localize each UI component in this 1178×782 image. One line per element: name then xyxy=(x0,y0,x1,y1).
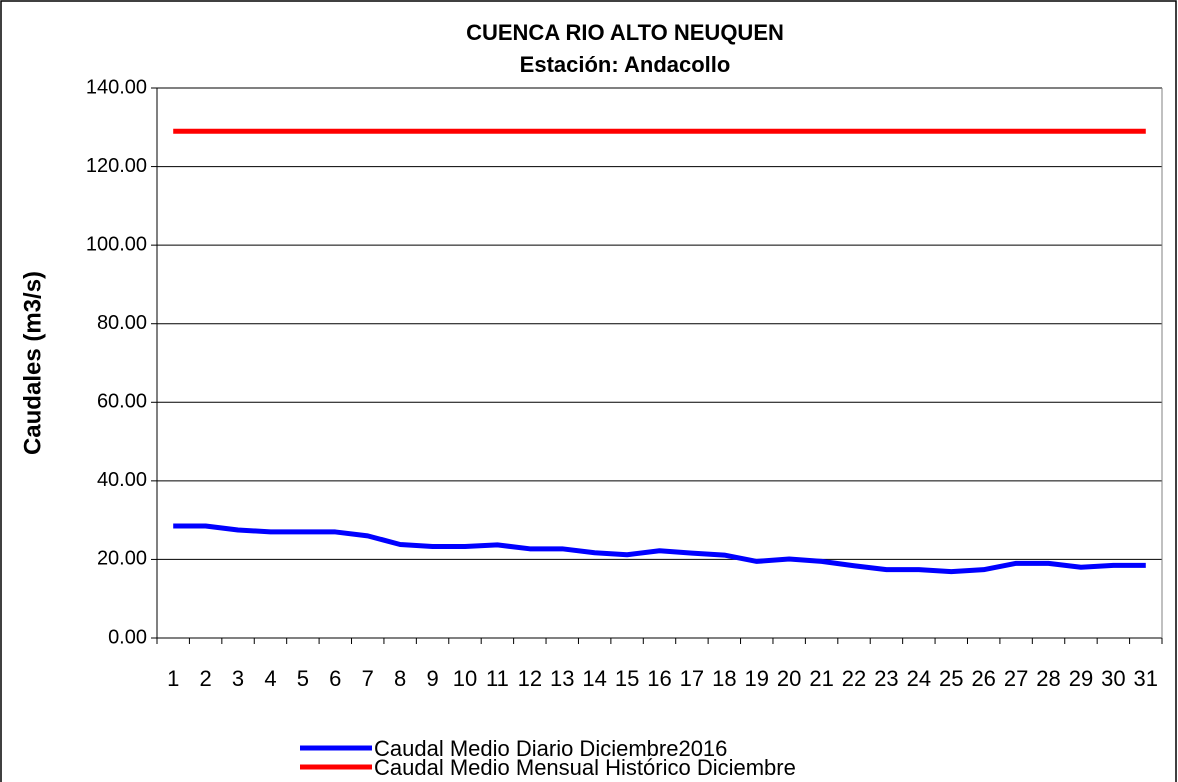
x-tick-label: 2 xyxy=(200,666,212,691)
y-tick-label: 60.00 xyxy=(97,391,147,413)
y-axis-label: Caudales (m3/s) xyxy=(19,271,46,455)
chart-title: CUENCA RIO ALTO NEUQUEN xyxy=(466,20,784,45)
y-tick-label: 140.00 xyxy=(86,76,147,98)
x-tick-label: 27 xyxy=(1004,666,1028,691)
x-tick-label: 30 xyxy=(1101,666,1125,691)
x-tick-label: 22 xyxy=(842,666,866,691)
x-tick-label: 9 xyxy=(426,666,438,691)
x-tick-label: 25 xyxy=(939,666,963,691)
x-tick-label: 24 xyxy=(907,666,931,691)
series-line xyxy=(173,523,1146,575)
x-tick-label: 17 xyxy=(680,666,704,691)
x-tick-label: 8 xyxy=(394,666,406,691)
legend-label: Caudal Medio Mensual Histórico Diciembre xyxy=(374,755,796,780)
x-tick-label: 20 xyxy=(777,666,801,691)
x-tick-label: 18 xyxy=(712,666,736,691)
x-tick-label: 15 xyxy=(615,666,639,691)
x-tick-label: 4 xyxy=(264,666,276,691)
x-tick-label: 21 xyxy=(809,666,833,691)
y-tick-label: 100.00 xyxy=(86,233,147,255)
legend-label: Caudal Medio Diario Diciembre2016 xyxy=(374,736,727,761)
x-tick-label: 13 xyxy=(550,666,574,691)
chart-subtitle: Estación: Andacollo xyxy=(520,52,731,77)
x-tick-label: 5 xyxy=(297,666,309,691)
x-tick-label: 29 xyxy=(1069,666,1093,691)
x-tick-label: 16 xyxy=(647,666,671,691)
x-tick-label: 23 xyxy=(874,666,898,691)
x-tick-label: 26 xyxy=(971,666,995,691)
x-tick-label: 6 xyxy=(329,666,341,691)
y-tick-label: 120.00 xyxy=(86,155,147,177)
y-tick-label: 40.00 xyxy=(97,469,147,491)
y-tick-label: 0.00 xyxy=(108,626,147,648)
x-tick-label: 19 xyxy=(745,666,769,691)
x-tick-label: 7 xyxy=(362,666,374,691)
x-tick-label: 12 xyxy=(518,666,542,691)
x-tick-label: 3 xyxy=(232,666,244,691)
x-tick-label: 10 xyxy=(453,666,477,691)
x-tick-label: 28 xyxy=(1036,666,1060,691)
y-tick-label: 80.00 xyxy=(97,312,147,334)
x-tick-label: 1 xyxy=(167,666,179,691)
x-tick-label: 14 xyxy=(582,666,606,691)
y-tick-label: 20.00 xyxy=(97,548,147,570)
x-tick-label: 11 xyxy=(486,666,509,691)
x-tick-label: 31 xyxy=(1134,666,1158,691)
